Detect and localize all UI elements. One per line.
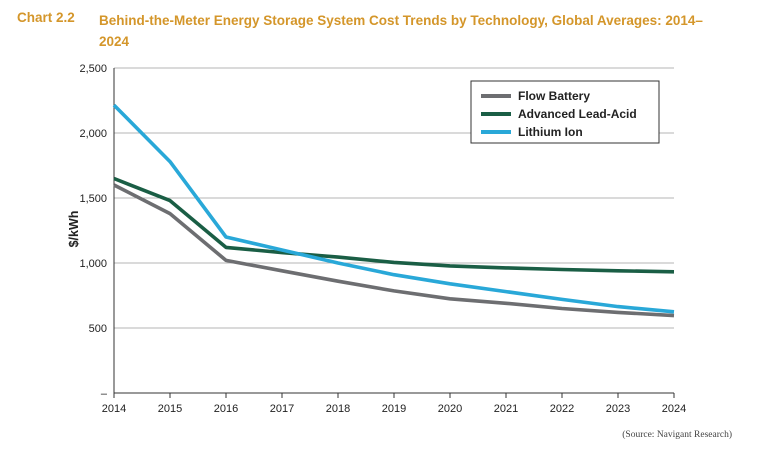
y-axis-label: $/kWh <box>67 211 81 248</box>
y-tick-label: 2,000 <box>79 128 107 140</box>
x-tick-label: 2022 <box>550 403 574 415</box>
y-tick-label: – <box>101 388 108 400</box>
x-tick-label: 2014 <box>102 403 126 415</box>
x-tick-label: 2023 <box>606 403 630 415</box>
series-line-flow-battery <box>113 183 675 318</box>
x-tick-label: 2015 <box>158 403 182 415</box>
y-tick-labels: – 500 1,000 1,500 2,000 2,500 <box>79 63 107 400</box>
x-tick-label: 2017 <box>270 403 294 415</box>
y-tick-label: 1,000 <box>79 258 107 270</box>
chart-number: Chart 2.2 <box>17 10 75 25</box>
x-tick-label: 2020 <box>438 403 462 415</box>
series-line-lithium-ion <box>112 103 675 314</box>
y-tick-label: 1,500 <box>79 193 107 205</box>
x-tick-labels: 2014 2015 2016 2017 2018 2019 2020 2021 2022 2023… <box>102 393 686 415</box>
legend: Flow Battery Advanced Lead-Acid Lithium Io… <box>470 80 660 144</box>
y-tick-label: 500 <box>89 323 107 335</box>
source-note: (Source: Navigant Research) <box>622 430 732 440</box>
x-tick-label: 2021 <box>494 403 518 415</box>
legend-label: Advanced Lead-Acid <box>518 107 637 121</box>
y-tick-label: 2,500 <box>79 63 107 75</box>
legend-label: Lithium Ion <box>518 125 583 139</box>
legend-label: Flow Battery <box>518 89 590 103</box>
x-tick-label: 2016 <box>214 403 238 415</box>
series-line-advanced-lead-acid <box>113 176 675 274</box>
chart-title: Behind-the-Meter Energy Storage System C… <box>99 13 703 49</box>
x-tick-label: 2018 <box>326 403 350 415</box>
x-tick-label: 2019 <box>382 403 406 415</box>
x-tick-label: 2024 <box>662 403 686 415</box>
series-lines <box>112 103 675 318</box>
